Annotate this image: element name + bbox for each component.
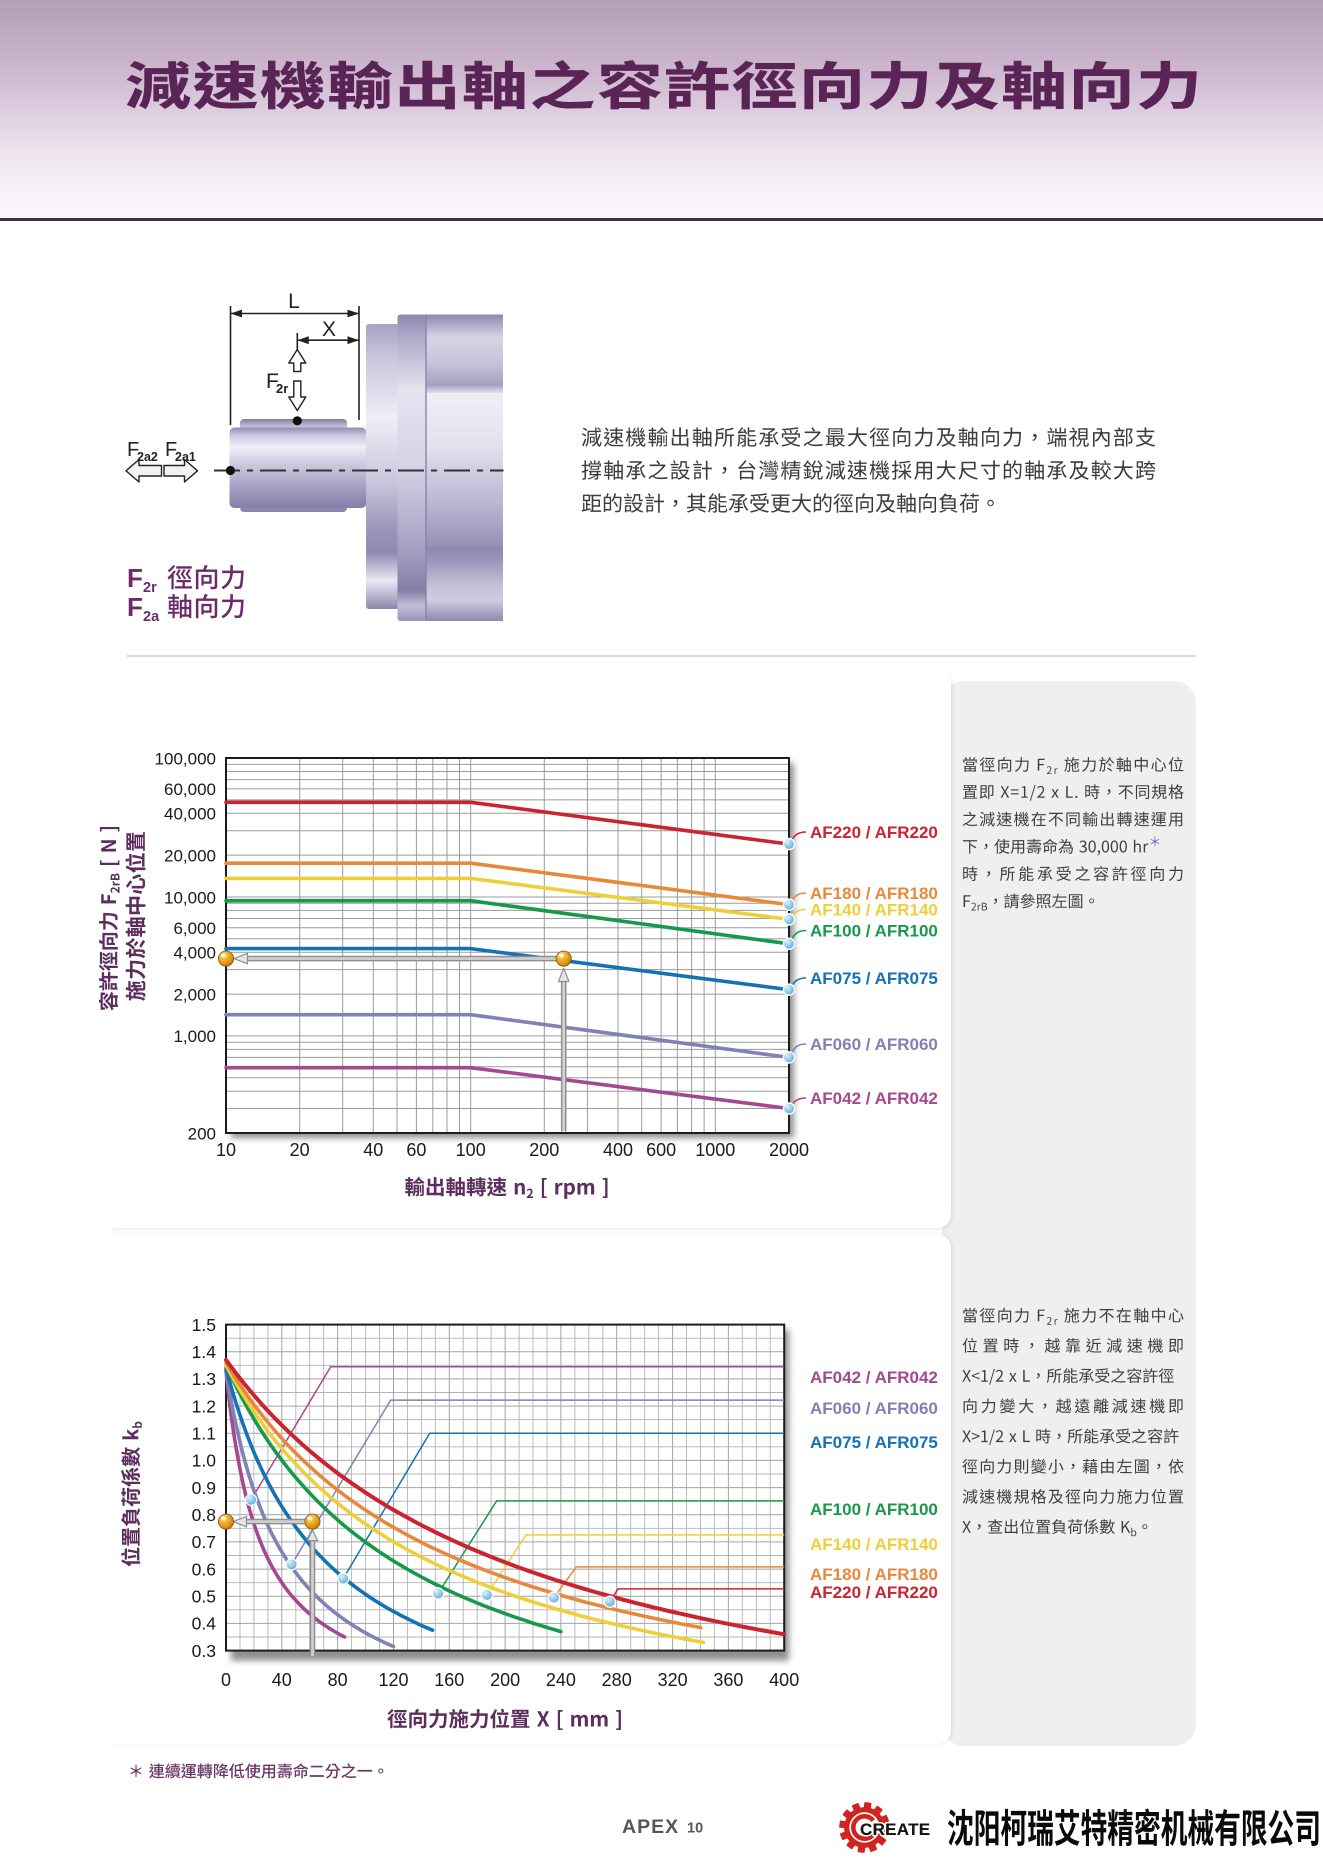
svg-text:AF140 / AFR140: AF140 / AFR140 (810, 901, 938, 920)
svg-text:2,000: 2,000 (173, 985, 216, 1004)
svg-text:2r: 2r (276, 381, 288, 396)
svg-text:40,000: 40,000 (164, 805, 216, 824)
svg-text:200: 200 (529, 1140, 559, 1160)
svg-text:0.4: 0.4 (192, 1614, 217, 1634)
svg-text:1,000: 1,000 (173, 1027, 216, 1046)
svg-text:10,000: 10,000 (164, 888, 216, 907)
svg-text:1.1: 1.1 (192, 1424, 216, 1444)
svg-text:200: 200 (188, 1124, 216, 1143)
svg-text:AF042 / AFR042: AF042 / AFR042 (810, 1089, 938, 1108)
svg-text:2000: 2000 (769, 1140, 809, 1160)
svg-text:AF042 / AFR042: AF042 / AFR042 (810, 1368, 938, 1387)
svg-text:AF100 / AFR100: AF100 / AFR100 (810, 922, 938, 941)
svg-text:80: 80 (328, 1670, 348, 1690)
svg-text:AF075 / AFR075: AF075 / AFR075 (810, 1433, 938, 1452)
svg-text:AF140 / AFR140: AF140 / AFR140 (810, 1535, 938, 1554)
svg-text:2a1: 2a1 (175, 450, 196, 464)
svg-text:AF180 / AFR180: AF180 / AFR180 (810, 884, 938, 903)
svg-text:F: F (266, 370, 279, 393)
svg-text:2a2: 2a2 (137, 450, 158, 464)
svg-text:L: L (288, 290, 300, 313)
svg-text:4,000: 4,000 (173, 944, 216, 963)
svg-text:60: 60 (406, 1140, 426, 1160)
svg-text:F: F (127, 563, 143, 593)
svg-text:F: F (127, 592, 143, 622)
svg-text:240: 240 (546, 1670, 576, 1690)
svg-text:10: 10 (216, 1140, 236, 1160)
svg-text:2r: 2r (143, 580, 157, 596)
svg-text:AF220 / AFR220: AF220 / AFR220 (810, 1583, 938, 1602)
svg-text:0.7: 0.7 (192, 1532, 216, 1552)
svg-text:20,000: 20,000 (164, 846, 216, 865)
svg-text:2a: 2a (143, 609, 160, 625)
svg-text:AF100 / AFR100: AF100 / AFR100 (810, 1500, 938, 1519)
svg-text:120: 120 (378, 1670, 408, 1690)
svg-text:100,000: 100,000 (155, 749, 216, 768)
svg-text:160: 160 (434, 1670, 464, 1690)
svg-text:400: 400 (769, 1670, 799, 1690)
svg-text:60,000: 60,000 (164, 780, 216, 799)
svg-text:20: 20 (290, 1140, 310, 1160)
svg-text:CREATE: CREATE (860, 1820, 930, 1839)
svg-text:320: 320 (658, 1670, 688, 1690)
svg-text:360: 360 (713, 1670, 743, 1690)
svg-text:CREATE: CREATE (860, 1820, 930, 1839)
svg-text:AF180 / AFR180: AF180 / AFR180 (810, 1565, 938, 1584)
svg-text:AF060 / AFR060: AF060 / AFR060 (810, 1399, 938, 1418)
svg-text:1.4: 1.4 (192, 1342, 217, 1362)
svg-text:0.8: 0.8 (192, 1505, 216, 1525)
svg-text:0.6: 0.6 (192, 1559, 216, 1579)
svg-text:AF060 / AFR060: AF060 / AFR060 (810, 1035, 938, 1054)
svg-text:0.9: 0.9 (192, 1478, 216, 1498)
svg-text:280: 280 (602, 1670, 632, 1690)
svg-text:200: 200 (490, 1670, 520, 1690)
svg-text:100: 100 (456, 1140, 486, 1160)
svg-text:1000: 1000 (695, 1140, 735, 1160)
svg-text:1.3: 1.3 (192, 1369, 216, 1389)
svg-text:40: 40 (272, 1670, 292, 1690)
svg-text:X: X (322, 318, 336, 341)
svg-text:1.0: 1.0 (192, 1451, 217, 1471)
svg-text:0.5: 0.5 (192, 1587, 216, 1607)
svg-text:AF220 / AFR220: AF220 / AFR220 (810, 823, 938, 842)
svg-text:APEX: APEX (622, 1816, 679, 1838)
svg-text:6,000: 6,000 (173, 919, 216, 938)
svg-text:0.3: 0.3 (192, 1641, 216, 1661)
svg-text:F: F (165, 439, 177, 461)
svg-text:AF075 / AFR075: AF075 / AFR075 (810, 969, 938, 988)
svg-text:F: F (127, 439, 139, 461)
svg-text:10: 10 (687, 1821, 703, 1837)
svg-text:400: 400 (603, 1140, 633, 1160)
svg-text:1.2: 1.2 (192, 1396, 216, 1416)
svg-text:1.5: 1.5 (192, 1315, 216, 1335)
svg-text:600: 600 (646, 1140, 676, 1160)
svg-text:0: 0 (221, 1670, 231, 1690)
svg-text:40: 40 (363, 1140, 383, 1160)
